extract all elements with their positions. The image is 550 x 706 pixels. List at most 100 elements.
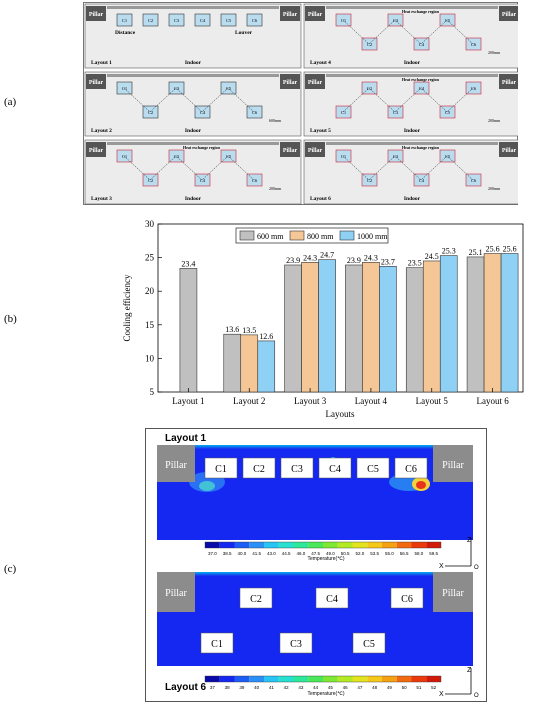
unit-label: C4 — [200, 178, 206, 183]
unit-box — [279, 632, 313, 654]
color-scale-segment — [382, 542, 397, 548]
unit-label: C3 — [393, 18, 399, 23]
pillar-left — [305, 74, 325, 89]
bar-value-label: 23.9 — [286, 256, 300, 265]
pillar-label: Pillar — [283, 12, 298, 18]
unit-label: C5 — [363, 639, 375, 650]
unit-label: C1 — [341, 110, 346, 115]
color-scale-tick: 42 — [284, 685, 290, 690]
unit-box — [280, 457, 314, 479]
unit-box — [246, 105, 263, 119]
spacing-label: 600mm — [269, 118, 282, 123]
layout-schematics: Pillar Pillar Layout 1 Indoor C1 C2 C3 C4 C5 C6 Di… — [83, 2, 518, 205]
color-scale-tick: 40.0 — [237, 551, 246, 556]
unit-box — [142, 13, 159, 27]
indoor-label: Indoor — [185, 60, 202, 66]
pillar-right — [433, 572, 473, 612]
color-scale-tick: 49 — [387, 685, 393, 690]
unit-box — [116, 149, 133, 163]
unit-spacing-line — [342, 87, 474, 113]
unit-label: C2 — [148, 110, 153, 115]
x-tick-label: Layout 4 — [355, 396, 388, 406]
unit-box — [335, 13, 352, 27]
layout-schematic-1: Pillar Pillar Layout 1 Indoor C1 C2 C3 C4 C5 C6 Di… — [84, 3, 302, 69]
louver-strip — [107, 142, 279, 145]
bar — [318, 259, 336, 393]
layout-title: Layout 3 — [91, 196, 112, 202]
bar-value-label: 25.6 — [486, 245, 500, 254]
color-scale-segment — [293, 676, 309, 682]
spacing-label: 200mm — [488, 186, 501, 191]
axis-triad-layout6: Z X O — [439, 667, 479, 699]
unit-label: C2 — [253, 464, 265, 475]
y-tick-label: 30 — [145, 219, 155, 229]
bar — [362, 262, 380, 393]
bar-value-label: 23.9 — [347, 256, 361, 265]
unit-box — [220, 149, 237, 163]
color-scale-tick: 51 — [416, 685, 422, 690]
color-scale-segment — [308, 542, 323, 548]
unit-label: C5 — [226, 18, 232, 23]
x-tick-label: Layout 2 — [233, 396, 265, 406]
panel-label-b: (b) — [4, 313, 17, 325]
color-scale-tick: 50 — [402, 685, 408, 690]
unit-label: C6 — [252, 110, 258, 115]
color-scale-segment — [293, 542, 309, 548]
unit-box — [394, 457, 428, 479]
bar — [439, 255, 458, 393]
unit-box — [315, 587, 349, 609]
bar — [301, 262, 319, 393]
unit-box — [246, 173, 263, 187]
color-scale-tick: 38.5 — [223, 551, 232, 556]
svg-text:O: O — [474, 565, 479, 571]
unit-box — [413, 173, 430, 187]
color-scale-frame — [204, 541, 442, 549]
unit-box — [318, 457, 352, 479]
scale-label-layout1: Temperature(℃) — [307, 556, 344, 562]
color-scale-tick: 46.0 — [296, 551, 305, 556]
bar-value-label: 23.7 — [381, 257, 395, 266]
heat-region-label: Heat exchange region — [402, 77, 440, 82]
color-scale-segment — [367, 542, 382, 548]
unit-spacing-line — [123, 87, 255, 113]
pillar-right — [280, 142, 300, 157]
color-scale-tick: 50.5 — [341, 551, 350, 556]
color-scale-segment — [219, 676, 235, 682]
color-scale-tick: 44.5 — [282, 551, 291, 556]
color-scale-segment — [205, 676, 220, 682]
indoor-label: Indoor — [404, 196, 421, 202]
unit-label: C6 — [252, 178, 258, 183]
cooling-efficiency-chart: Cooling efficiency Layouts 5 10 15 20 25 30 2… — [122, 219, 524, 419]
pillar-label: Pillar — [283, 148, 298, 154]
color-scale-tick: 43 — [298, 685, 304, 690]
pillar-label: Pillar — [502, 80, 517, 86]
bar-value-label: 24.7 — [320, 251, 334, 260]
indoor-label: Indoor — [185, 196, 202, 202]
unit-box — [413, 37, 430, 51]
color-scale-tick: 41 — [269, 685, 275, 690]
panel-label-c: (c) — [4, 563, 17, 575]
bar — [223, 333, 242, 393]
contour-top-band-layout6 — [157, 572, 473, 576]
unit-label: C2 — [250, 594, 262, 605]
color-scale-segment — [382, 676, 397, 682]
color-scale-tick: 52.0 — [355, 551, 364, 556]
x-tick-label: Layout 3 — [294, 396, 327, 406]
color-scale-segment — [264, 676, 279, 682]
legend-entry: 600 mm — [257, 232, 284, 241]
unit-box — [200, 632, 234, 654]
bar — [405, 267, 424, 393]
spacing-label: 200mm — [488, 118, 501, 123]
unit-box — [220, 13, 237, 27]
schematic-cell — [303, 71, 518, 137]
louver-strip — [107, 6, 279, 9]
unit-label: C3 — [174, 18, 180, 23]
indoor-label: Indoor — [404, 128, 421, 134]
unit-box — [220, 81, 237, 95]
unit-box — [168, 13, 185, 27]
bar-value-label: 25.3 — [442, 247, 456, 256]
bar — [466, 256, 485, 393]
unit-label: C6 — [252, 18, 258, 23]
unit-box — [335, 105, 352, 119]
